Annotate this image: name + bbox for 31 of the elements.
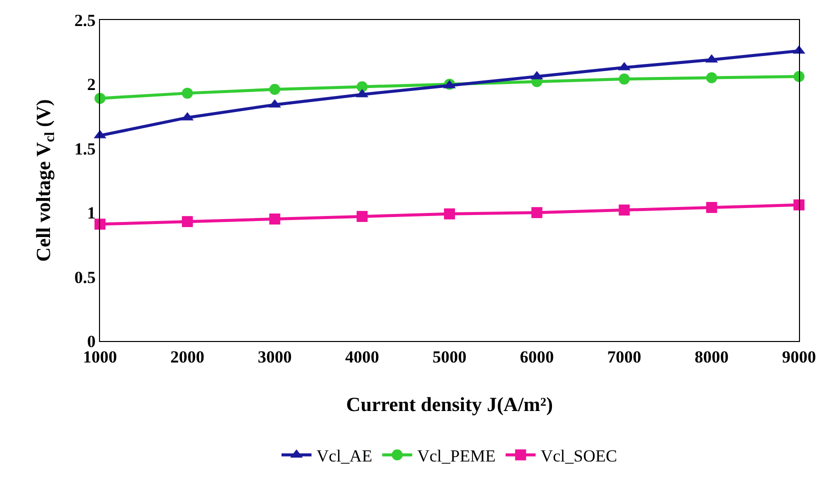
- legend-label: Vcl_PEME: [417, 446, 496, 466]
- x-tick-label: 7000: [607, 347, 642, 366]
- legend-label: Vcl_AE: [316, 446, 372, 466]
- point: [618, 204, 630, 216]
- legend-label: Vcl_SOEC: [540, 446, 618, 466]
- point: [356, 81, 368, 92]
- x-axis-title: Current density J(A/m²): [346, 394, 553, 416]
- point: [182, 88, 193, 99]
- x-tick-label: 3000: [258, 347, 292, 366]
- point: [94, 218, 106, 230]
- x-tick-label: 9000: [782, 347, 816, 366]
- y-tick-label: 1: [87, 204, 96, 223]
- y-tick-label: 0.5: [74, 268, 96, 287]
- point: [444, 208, 455, 220]
- x-tick-label: 2000: [170, 347, 204, 366]
- x-tick-label: 4000: [345, 347, 380, 366]
- point: [531, 207, 542, 218]
- point: [706, 202, 718, 213]
- y-tick-label: 2: [87, 75, 96, 94]
- point: [706, 72, 718, 84]
- y-tick-label: 1.5: [74, 139, 96, 158]
- point: [618, 74, 630, 85]
- point: [269, 84, 280, 95]
- point: [269, 214, 280, 225]
- y-tick-label: 2.5: [74, 10, 96, 30]
- x-tick-label: 8000: [694, 347, 729, 366]
- point: [356, 210, 368, 222]
- point: [182, 216, 193, 228]
- point: [794, 199, 804, 210]
- x-tick-label: 6000: [520, 347, 554, 366]
- x-tick-label: 5000: [432, 347, 466, 366]
